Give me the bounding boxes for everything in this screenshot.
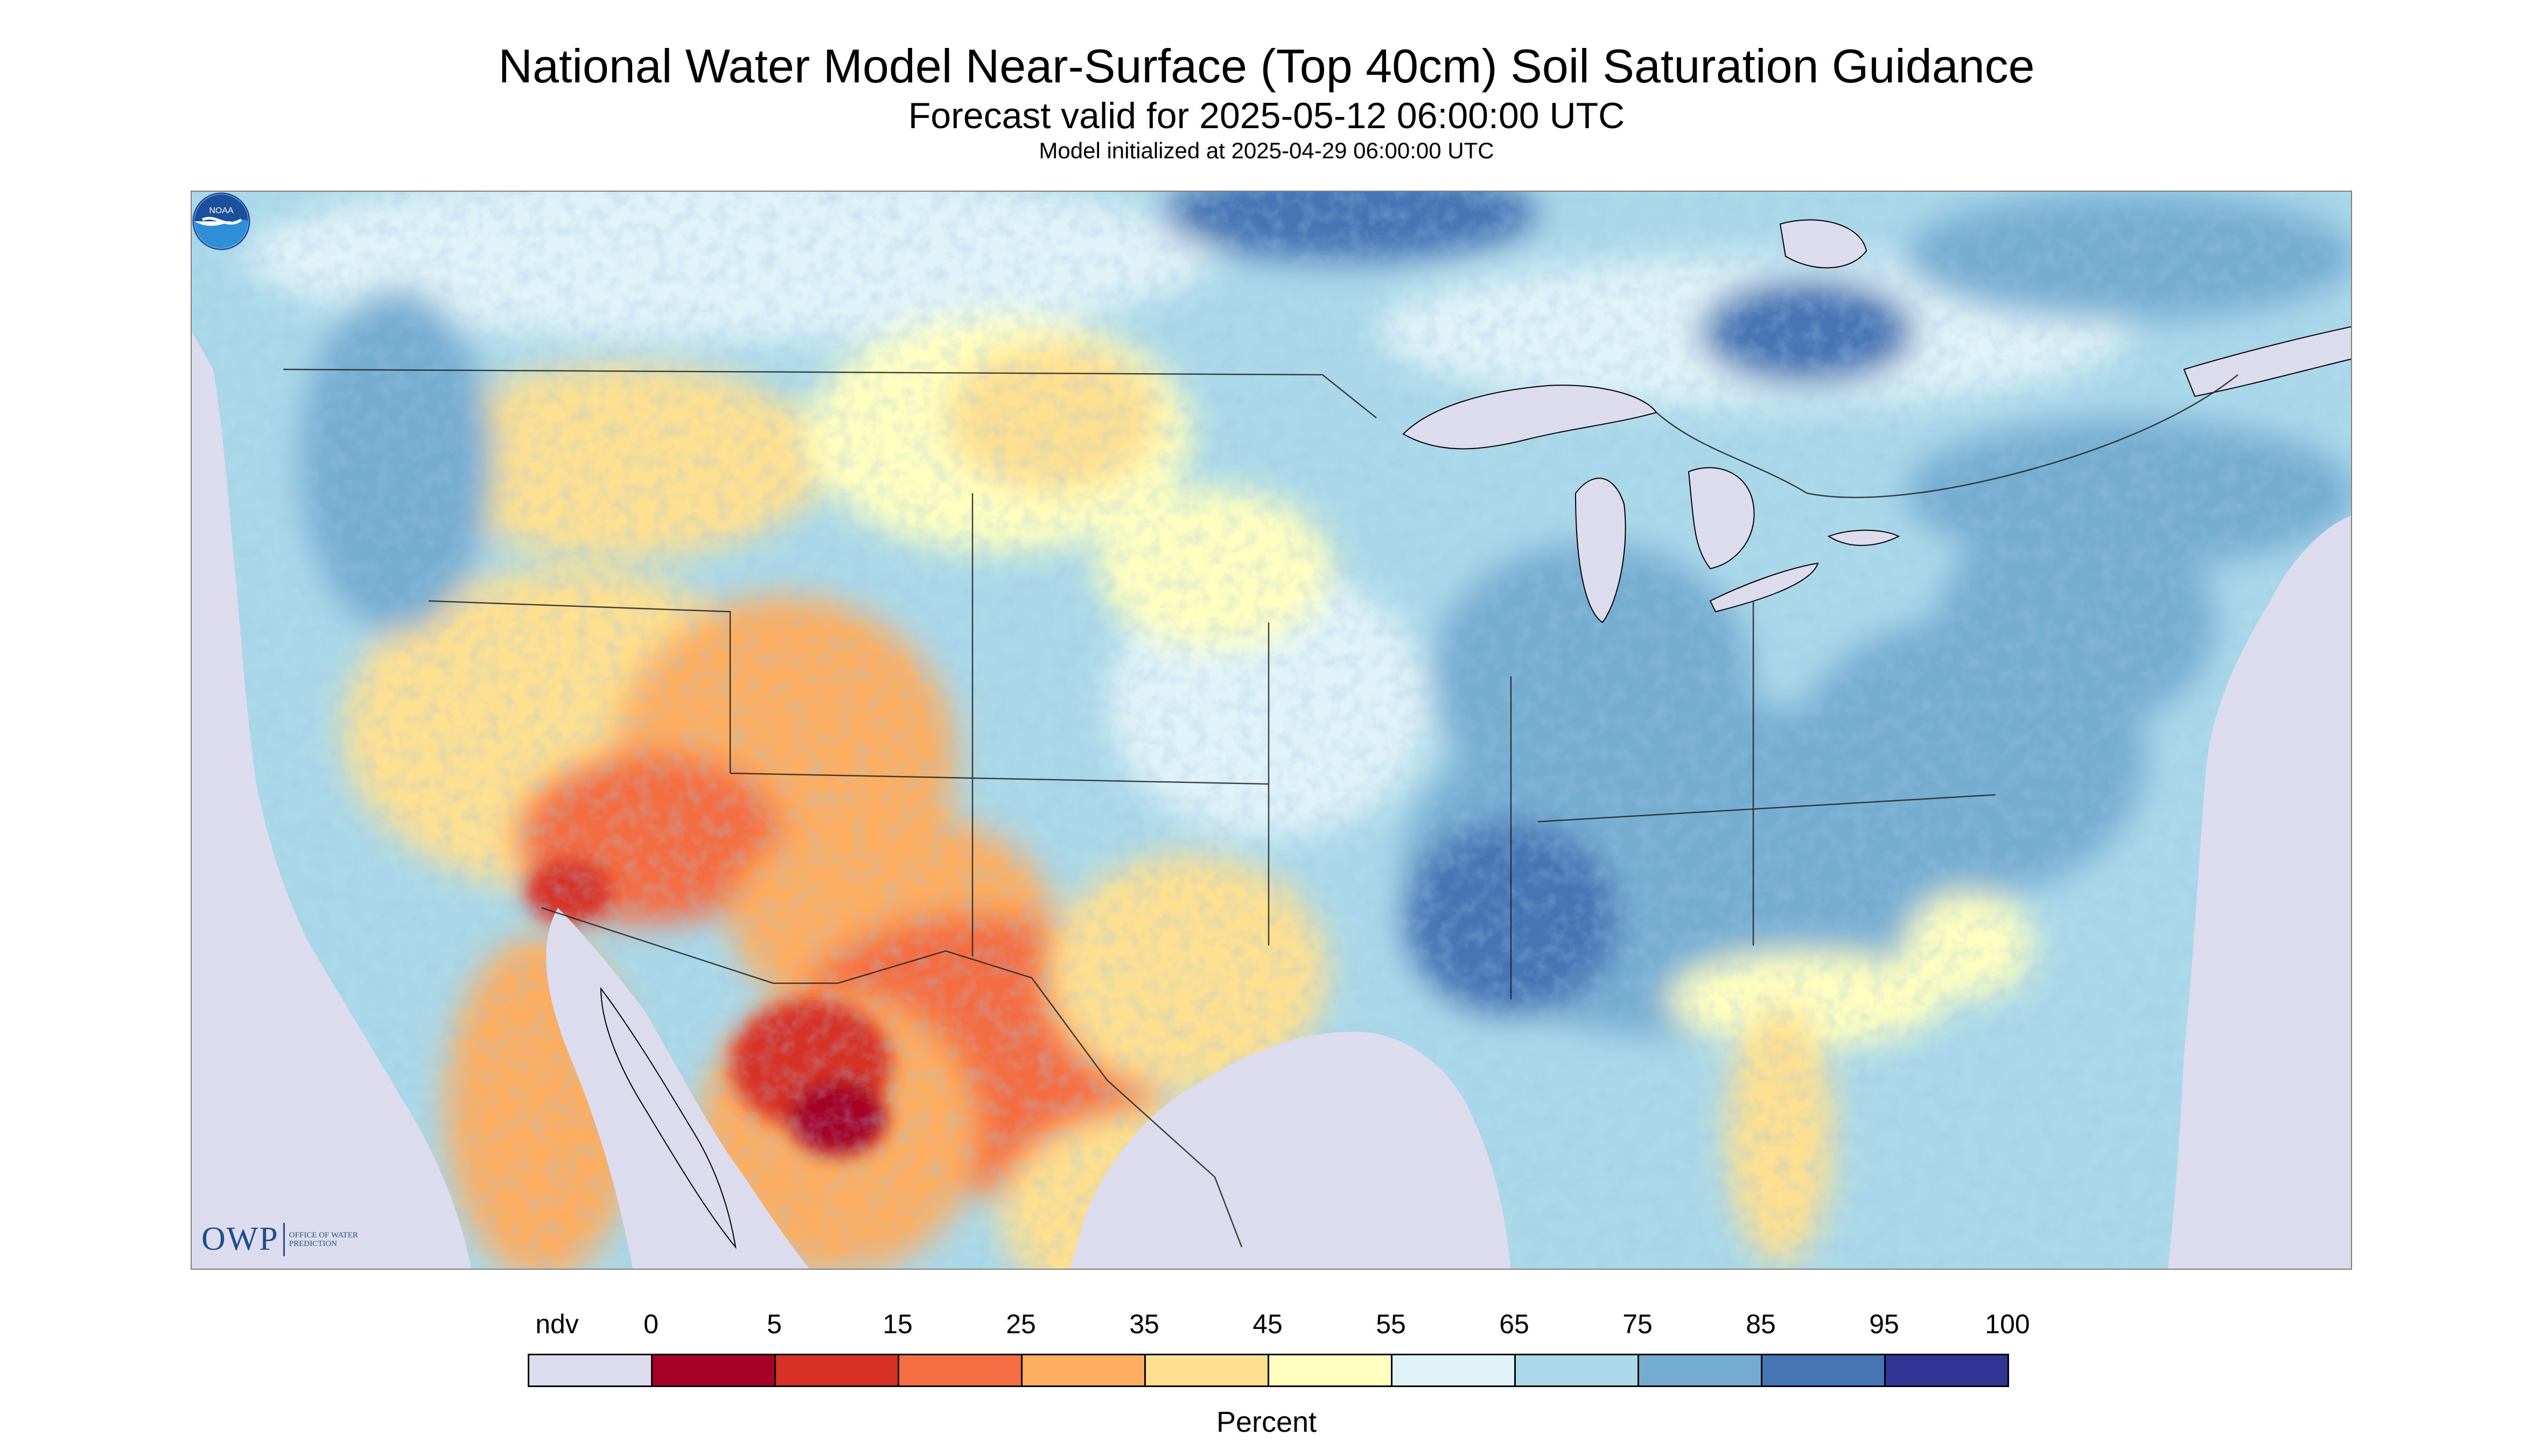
- colorbar-swatch-1: [651, 1354, 776, 1387]
- model-init-line: Model initialized at 2025-04-29 06:00:00…: [1039, 138, 1494, 163]
- northern-lake: [1779, 219, 1867, 269]
- colorbar-tick-label: 95: [1869, 1309, 1899, 1339]
- colorbar-tick-label: 35: [1129, 1309, 1159, 1339]
- lake-erie: [1709, 562, 1819, 613]
- colorbar-tick-label: 5: [767, 1309, 782, 1339]
- colorbar-swatch-0: [528, 1354, 653, 1387]
- colorbar-tick-label: 55: [1376, 1309, 1406, 1339]
- state-lines-mid: [730, 772, 1269, 785]
- colorbar-swatch-9: [1638, 1354, 1762, 1387]
- owp-logo-divider: [283, 1222, 285, 1256]
- st-lawrence: [2183, 326, 2351, 397]
- colorbar-swatch-7: [1391, 1354, 1516, 1387]
- us-canada-border: [283, 368, 1377, 418]
- colorbar-swatch-2: [774, 1354, 899, 1387]
- water-bodies: [600, 219, 2351, 1249]
- colorbar-tick-label: 0: [643, 1309, 659, 1339]
- colorbar-swatch-3: [898, 1354, 1023, 1387]
- colorbar-swatch-4: [1021, 1354, 1146, 1387]
- colorbar-swatch-8: [1514, 1354, 1639, 1387]
- state-lines-west: [428, 600, 731, 773]
- colorbar-swatch-5: [1144, 1354, 1269, 1387]
- borders: [283, 368, 2238, 1248]
- us-canada-border-east: [1656, 374, 2238, 499]
- colorbar-tick-label: 25: [1006, 1309, 1036, 1339]
- colorbar-swatch-11: [1884, 1354, 2009, 1387]
- us-mexico-border: [541, 907, 1243, 1248]
- noaa-logo-text: NOAA: [209, 206, 234, 215]
- state-lines-south: [1537, 794, 1996, 823]
- lake-ontario: [1827, 529, 1900, 546]
- colorbar-legend: ndv 0 5 15 25 35 45 55 65 75 85 95 100 Percent: [0, 1292, 2533, 1454]
- colorbar-label: Percent: [1216, 1406, 1317, 1438]
- lake-huron: [1688, 467, 1755, 570]
- map-title: National Water Model Near-Surface (Top 4…: [498, 39, 2035, 93]
- owp-logo: OWP OFFICE OF WATER PREDICTION: [201, 1220, 370, 1258]
- colorbar-tick-label: 100: [1985, 1309, 2030, 1339]
- forecast-valid-line: Forecast valid for 2025-05-12 06:00:00 U…: [908, 95, 1625, 136]
- noaa-logo: NOAA: [192, 192, 250, 250]
- lake-michigan: [1575, 478, 1626, 624]
- colorbar-tick-label: 65: [1499, 1309, 1529, 1339]
- gulf-of-california: [600, 986, 737, 1249]
- colorbar-tick-label: 85: [1746, 1309, 1776, 1339]
- lake-superior: [1402, 384, 1657, 450]
- colorbar-swatch-10: [1761, 1354, 1886, 1387]
- colorbar-tick-label: 45: [1252, 1309, 1283, 1339]
- map-canvas: [192, 192, 2351, 1269]
- owp-logo-fullname: OFFICE OF WATER PREDICTION: [289, 1230, 358, 1248]
- owp-logo-letters: OWP: [201, 1221, 279, 1257]
- colorbar-tick-label: ndv: [535, 1309, 579, 1339]
- soil-saturation-map: OWP OFFICE OF WATER PREDICTION NOAA: [191, 191, 2352, 1270]
- colorbar-tick-label: 75: [1622, 1309, 1653, 1339]
- colorbar-swatch-6: [1268, 1354, 1393, 1387]
- colorbar-tick-label: 15: [883, 1309, 913, 1339]
